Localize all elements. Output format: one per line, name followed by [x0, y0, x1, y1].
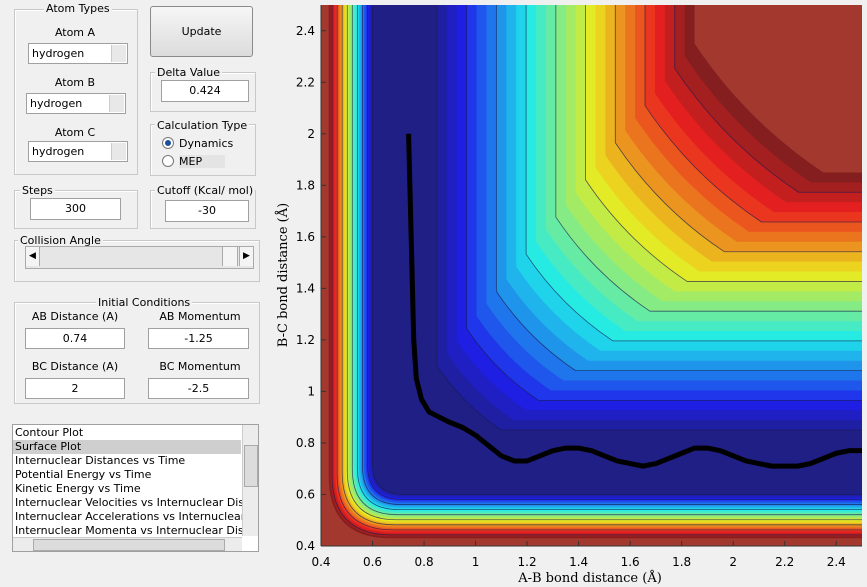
option-label: MEP — [179, 155, 225, 168]
slider-thumb[interactable] — [222, 247, 238, 266]
slider-left-arrow[interactable]: ◀ — [26, 247, 40, 266]
list-item[interactable]: Potential Energy vs Time — [15, 468, 152, 481]
y-tick-label: 1 — [307, 384, 315, 398]
dropdown-arrow — [111, 45, 126, 62]
angle-slider[interactable]: ◀ ▶ — [25, 246, 254, 269]
steps-input[interactable]: 300 — [30, 198, 121, 220]
select-value: hydrogen — [32, 47, 85, 60]
ab-distance-input[interactable]: 0.74 — [25, 328, 125, 349]
plot-listbox[interactable]: Contour Plot Surface Plot Internuclear Dis… — [12, 424, 259, 552]
select-value: hydrogen — [32, 145, 85, 158]
radio-mep[interactable] — [162, 155, 174, 167]
update-button[interactable]: Update — [150, 6, 253, 57]
group-title: Initial Conditions — [96, 296, 193, 309]
x-tick-label: 0.8 — [415, 555, 434, 569]
list-item[interactable]: Internuclear Accelerations vs Internucle… — [15, 510, 258, 523]
potential-band — [367, 5, 862, 500]
surface — [321, 5, 862, 546]
atom-c-select[interactable]: hydrogen — [28, 141, 128, 162]
trajectory — [406, 133, 862, 469]
chart: A-B bond distance (Å) B-C bond distance … — [267, 0, 867, 587]
ab-momentum-input[interactable]: -1.25 — [148, 328, 249, 349]
x-tick-label: 1.8 — [672, 555, 691, 569]
dropdown-arrow — [109, 95, 124, 112]
slider-right-arrow[interactable]: ▶ — [239, 247, 253, 266]
x-tick-label: 2.4 — [827, 555, 846, 569]
list-item[interactable]: Contour Plot — [15, 426, 84, 439]
group-title: Cutoff (Kcal/ mol) — [155, 184, 256, 197]
cutoff-input[interactable]: -30 — [165, 200, 249, 222]
steps-group — [14, 190, 138, 229]
x-tick-label: 2.2 — [775, 555, 794, 569]
y-tick-label: 0.6 — [296, 487, 315, 501]
bc-momentum-input[interactable]: -2.5 — [148, 378, 249, 399]
y-tick-label: 2.2 — [296, 75, 315, 89]
y-tick-label: 1.6 — [296, 230, 315, 244]
dropdown-arrow — [111, 143, 126, 160]
y-tick-label: 1.2 — [296, 333, 315, 347]
group-title: Collision Angle — [18, 234, 103, 247]
field-label: AB Momentum — [159, 310, 241, 323]
x-tick-label: 1.2 — [518, 555, 537, 569]
y-tick-label: 1.8 — [296, 178, 315, 192]
atom-b-select[interactable]: hydrogen — [26, 93, 126, 114]
y-tick-label: 0.4 — [296, 539, 315, 553]
x-tick-label: 2 — [729, 555, 737, 569]
y-axis-label: B-C bond distance (Å) — [275, 203, 291, 347]
potential-band — [372, 5, 862, 495]
list-items: Contour Plot Surface Plot Internuclear Dis… — [13, 426, 259, 538]
vertical-scrollbar[interactable] — [242, 425, 258, 536]
group-title: Atom Types — [44, 2, 112, 15]
list-item[interactable]: Internuclear Momenta vs Internuclear Dis… — [15, 524, 259, 537]
list-item[interactable]: Kinetic Energy vs Time — [15, 482, 141, 495]
scroll-thumb[interactable] — [33, 539, 225, 551]
y-tick-label: 2 — [307, 127, 315, 141]
y-tick-label: 1.4 — [296, 281, 315, 295]
radio-dot — [165, 140, 171, 146]
x-tick-label: 1.4 — [569, 555, 588, 569]
list-item[interactable]: Internuclear Distances vs Time — [15, 454, 186, 467]
field-label: Atom C — [54, 126, 96, 139]
bc-distance-input[interactable]: 2 — [25, 378, 125, 399]
field-label: AB Distance (A) — [31, 310, 119, 323]
x-axis-label: A-B bond distance (Å) — [517, 570, 662, 586]
option-label: Dynamics — [179, 137, 234, 150]
horizontal-scrollbar[interactable] — [13, 537, 242, 551]
list-item[interactable]: Surface Plot — [13, 440, 241, 454]
y-tick-label: 2.4 — [296, 24, 315, 38]
x-tick-label: 1 — [472, 555, 480, 569]
scroll-thumb[interactable] — [244, 445, 258, 487]
field-label: BC Momentum — [159, 360, 241, 373]
y-tick-label: 0.8 — [296, 436, 315, 450]
group-title: Calculation Type — [155, 119, 250, 132]
x-tick-label: 0.4 — [311, 555, 330, 569]
group-title: Delta Value — [155, 66, 223, 79]
x-tick-label: 1.6 — [621, 555, 640, 569]
x-tick-label: 0.6 — [363, 555, 382, 569]
collision-angle-group — [14, 240, 260, 282]
radio-dynamics[interactable] — [162, 137, 174, 149]
field-label: BC Distance (A) — [31, 360, 119, 373]
field-label: Atom A — [54, 26, 96, 39]
atom-a-select[interactable]: hydrogen — [28, 43, 128, 64]
group-title: Steps — [20, 184, 55, 197]
field-label: Atom B — [54, 76, 96, 89]
select-value: hydrogen — [30, 97, 83, 110]
delta-input[interactable]: 0.424 — [161, 80, 249, 102]
list-item[interactable]: Internuclear Velocities vs Internuclear … — [15, 496, 259, 509]
